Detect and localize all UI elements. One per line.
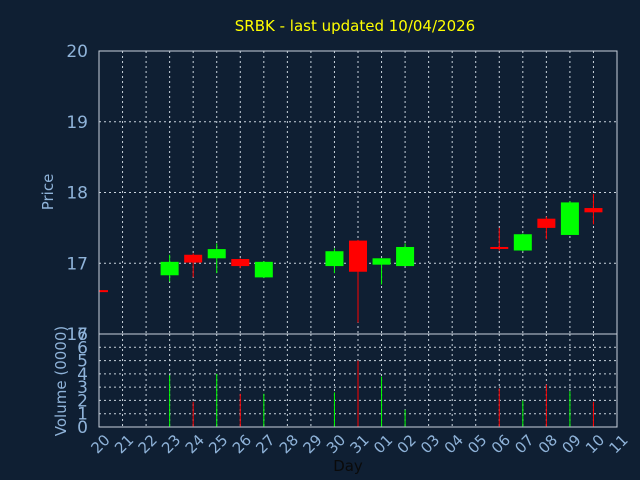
price-grid — [99, 51, 617, 334]
candle-body — [231, 259, 250, 267]
candle-body — [560, 202, 579, 235]
candle-body — [99, 290, 108, 293]
candle-body — [513, 234, 532, 251]
volume-tick-label: 3 — [77, 378, 88, 398]
price-axis-label: Price — [39, 174, 57, 211]
candle-body — [325, 251, 344, 267]
volume-bars — [169, 360, 594, 427]
candle-body — [160, 261, 179, 276]
volume-grid — [99, 334, 617, 427]
volume-tick-label: 0 — [77, 418, 88, 438]
candle-body — [584, 208, 603, 213]
volume-tick-label: 7 — [77, 325, 88, 345]
candle-body — [372, 258, 391, 265]
candle-body — [396, 246, 415, 267]
volume-tick-label: 4 — [77, 365, 88, 385]
price-tick-label: 19 — [66, 113, 88, 133]
candle-body — [184, 254, 203, 263]
candle-body — [349, 240, 367, 272]
x-tick-labels: 2021222324252627282930310102030405060708… — [88, 431, 632, 457]
volume-panel-frame — [98, 333, 618, 428]
volume-tick-label: 5 — [77, 352, 88, 372]
candle-body — [207, 249, 226, 259]
x-axis-label: Day — [333, 457, 363, 475]
volume-tick-label: 2 — [77, 391, 88, 411]
chart-title: SRBK - last updated 10/04/2026 — [235, 17, 475, 35]
price-tick-labels: 16 17 18 19 20 — [66, 42, 88, 345]
price-tick-label: 20 — [66, 42, 88, 62]
candle-body — [254, 261, 273, 278]
volume-tick-label: 6 — [77, 338, 88, 358]
price-candles — [98, 193, 603, 323]
candle-body — [537, 218, 556, 228]
price-tick-label: 16 — [66, 325, 88, 345]
price-tick-label: 17 — [66, 254, 88, 274]
volume-axis-label: Volume (0000) — [52, 326, 70, 436]
volume-tick-label: 1 — [77, 405, 88, 425]
candle-body — [490, 246, 509, 249]
price-tick-label: 18 — [66, 184, 88, 204]
